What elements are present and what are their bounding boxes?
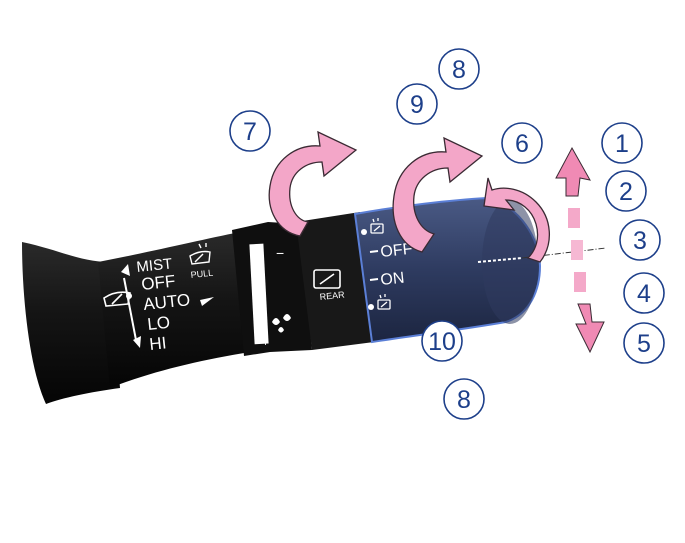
svg-text:8: 8 <box>452 56 466 84</box>
rear-pos-off: OFF <box>380 241 414 261</box>
callout-3: 3 <box>619 219 661 261</box>
washer-scale-bar <box>249 243 269 345</box>
svg-text:3: 3 <box>633 227 647 255</box>
stalk-body <box>22 212 374 404</box>
svg-text:5: 5 <box>637 330 651 358</box>
rear-wiper-icon <box>313 269 341 289</box>
svg-text:7: 7 <box>243 118 257 146</box>
stalk-grip <box>22 242 120 404</box>
pos-off: OFF <box>140 272 176 294</box>
rotation-arrow-7 <box>268 130 358 237</box>
rear-wiper-knob[interactable] <box>353 196 542 344</box>
callout-4: 4 <box>623 272 665 314</box>
rear-knob-labels: OFF ON <box>361 218 413 310</box>
callout-8-top: 8 <box>438 48 480 90</box>
pos-lo: LO <box>146 313 171 334</box>
rear-wiper-small-icon <box>377 294 391 310</box>
front-wiper-label-group: MIST OFF AUTO LO HI PULL <box>103 243 214 354</box>
rear-band <box>296 212 374 350</box>
callout-2: 2 <box>605 170 647 212</box>
auto-indicator-icon <box>200 297 214 306</box>
up-down-arrow <box>555 146 605 354</box>
svg-text:4: 4 <box>637 280 651 308</box>
svg-text:10: 10 <box>428 328 456 356</box>
svg-text:6: 6 <box>515 130 529 158</box>
callout-6: 6 <box>501 122 543 164</box>
svg-text:9: 9 <box>410 91 424 119</box>
svg-text:2: 2 <box>619 178 633 206</box>
wiper-washer-icon <box>189 243 211 265</box>
adjust-minus: − <box>276 245 284 261</box>
callout-8-bottom: 8 <box>443 378 485 420</box>
windshield-wiper-icon <box>103 291 131 307</box>
callout-9: 9 <box>396 83 438 125</box>
callout-10: 10 <box>421 320 463 362</box>
pos-mist: MIST <box>136 255 173 276</box>
callout-1: 1 <box>601 122 643 164</box>
pull-label: PULL <box>190 268 213 280</box>
callout-5: 5 <box>623 322 665 364</box>
adjust-plus: + <box>262 335 269 349</box>
rear-washer-icon <box>370 218 384 234</box>
pos-hi: HI <box>148 333 167 354</box>
rotation-arrow-6 <box>483 177 551 263</box>
pos-auto: AUTO <box>142 290 191 314</box>
stalk-barrel <box>98 232 250 388</box>
washer-drop-icon <box>272 314 291 333</box>
callout-7: 7 <box>229 110 271 152</box>
svg-text:8: 8 <box>457 386 471 414</box>
rear-label: REAR <box>319 289 345 302</box>
svg-text:1: 1 <box>615 130 629 158</box>
rotation-arrow-9 <box>392 136 484 253</box>
rear-pos-on: ON <box>380 270 406 289</box>
